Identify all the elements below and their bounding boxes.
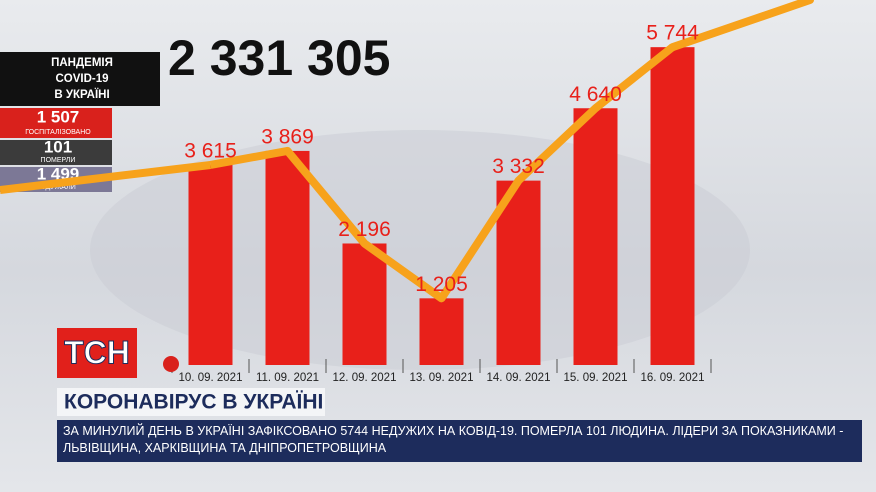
- value-label: 3 869: [261, 125, 314, 148]
- value-label: 1 205: [415, 273, 468, 296]
- logo: ТСН: [64, 334, 130, 370]
- x-tick-label: 14. 09. 2021: [487, 372, 551, 384]
- stat-box: [0, 108, 112, 138]
- value-label: 2 196: [338, 218, 391, 241]
- stat-box: [0, 140, 112, 165]
- virus-icon: [163, 356, 179, 372]
- logo-box: [57, 328, 137, 378]
- x-tick-label: 15. 09. 2021: [564, 372, 628, 384]
- stat-label: ГОСПІТАЛІЗОВАНО: [25, 129, 91, 136]
- panel-title-box: [0, 52, 160, 106]
- value-label: 3 332: [492, 155, 545, 178]
- panel-title: ПАНДЕМІЯ: [51, 57, 113, 69]
- trend-line: [209, 44, 675, 303]
- panel-title: COVID-19: [55, 73, 108, 85]
- x-tick-label: 12. 09. 2021: [333, 372, 397, 384]
- stat-value: 1 507: [37, 107, 80, 126]
- value-label: 5 744: [646, 22, 699, 45]
- x-tick-label: 11. 09. 2021: [256, 372, 319, 384]
- headline: КОРОНАВІРУС В УКРАЇНІ: [64, 391, 323, 414]
- ticker: ЗА МИНУЛИЙ ДЕНЬ В УКРАЇНІ ЗАФІКСОВАНО 57…: [57, 420, 862, 462]
- x-tick-label: 10. 09. 2021: [179, 372, 243, 384]
- bar: [419, 298, 464, 365]
- bar: [188, 164, 233, 365]
- headline-box: [57, 388, 325, 416]
- bar: [573, 108, 618, 366]
- value-label: 4 640: [569, 83, 622, 106]
- plot: 3 615 10. 09. 2021 3 869 11. 09. 2021 2 196 1…: [0, 0, 814, 384]
- stat-label: ПОМЕРЛИ: [41, 157, 76, 164]
- trend-extension: [668, 0, 814, 52]
- total-count: 2 331 305: [168, 30, 390, 86]
- panel-title: В УКРАЇНІ: [54, 88, 109, 101]
- value-label: 3 615: [184, 140, 237, 163]
- bar: [265, 150, 310, 365]
- bar: [342, 243, 387, 365]
- stat-value: 101: [44, 137, 72, 156]
- stat-label: ОДУЖАЛИ: [40, 184, 75, 191]
- x-tick-label: 16. 09. 2021: [641, 372, 705, 384]
- trend-extension: [0, 160, 211, 194]
- bar: [650, 47, 695, 365]
- x-tick-label: 13. 09. 2021: [410, 372, 474, 384]
- bar: [496, 180, 541, 365]
